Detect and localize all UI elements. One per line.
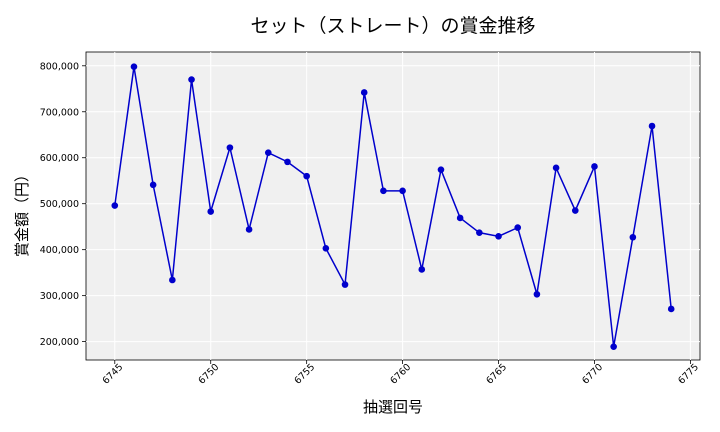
y-tick-label: 800,000 [40, 61, 79, 72]
data-point [284, 158, 291, 166]
data-point [111, 202, 119, 209]
data-point [207, 208, 215, 215]
data-point [360, 89, 368, 96]
x-tick-label: 6765 [484, 362, 509, 387]
data-point [188, 76, 195, 83]
series-line [114, 66, 672, 347]
data-point [130, 63, 138, 71]
series-points [111, 63, 675, 350]
data-point [667, 305, 675, 313]
x-axis-label: 抽選回号 [363, 398, 423, 416]
data-point [322, 244, 330, 252]
data-point [341, 281, 349, 288]
y-tick-label: 300,000 [40, 291, 79, 302]
data-point [552, 164, 560, 172]
data-point [648, 122, 656, 130]
x-tick-label: 6775 [676, 362, 701, 387]
chart-title: セット（ストレート）の賞金推移 [250, 15, 535, 37]
data-point [169, 276, 176, 284]
data-point [610, 343, 617, 350]
y-tick-label: 600,000 [40, 153, 79, 164]
x-tick-label: 6745 [101, 362, 126, 387]
data-point [495, 233, 502, 240]
data-point [571, 207, 579, 214]
data-point [476, 229, 483, 236]
gridlines [86, 52, 700, 360]
x-tick-label: 6760 [388, 362, 413, 387]
data-point [456, 214, 464, 222]
y-axis-label: 賞金額（円） [13, 167, 31, 257]
data-point [303, 172, 310, 180]
data-point [418, 266, 426, 273]
data-point [533, 290, 541, 298]
data-point [437, 166, 445, 173]
x-tick-label: 6770 [580, 362, 605, 387]
data-point [629, 233, 637, 241]
y-tick-label: 500,000 [40, 199, 79, 210]
y-tick-label: 200,000 [40, 337, 79, 348]
x-tick-label: 6750 [197, 362, 222, 387]
y-axis: 200,000 300,000 400,000 500,000 600,000 700,0… [40, 61, 86, 348]
y-tick-label: 400,000 [40, 245, 79, 256]
data-point [591, 163, 598, 170]
data-point [264, 149, 272, 156]
data-point [399, 187, 406, 195]
data-point [226, 144, 234, 151]
y-tick-label: 700,000 [40, 107, 79, 118]
data-point [149, 181, 157, 189]
data-point [514, 224, 522, 231]
x-axis: 6745 6750 6755 6760 6765 6770 6775 [101, 360, 701, 387]
plot-area [85, 51, 701, 361]
x-tick-label: 6755 [292, 362, 317, 387]
data-point [380, 187, 387, 195]
data-point [245, 226, 253, 233]
